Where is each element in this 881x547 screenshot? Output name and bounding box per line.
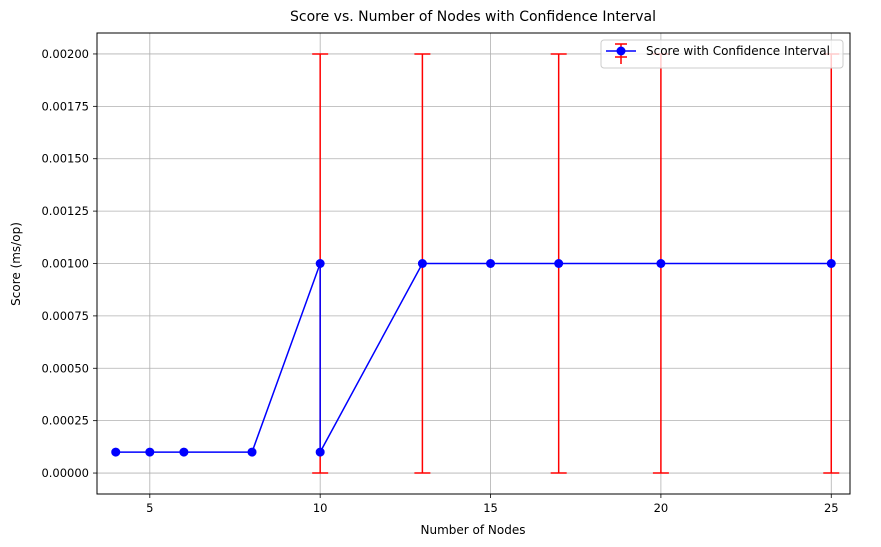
y-tick-label: 0.00025	[41, 414, 89, 428]
x-tick-label: 5	[146, 501, 153, 515]
data-point	[247, 447, 257, 457]
y-tick-label: 0.00150	[41, 152, 89, 166]
data-point	[417, 259, 427, 268]
data-point	[145, 447, 155, 457]
x-tick-label: 25	[824, 501, 839, 515]
x-tick-label: 20	[654, 501, 669, 515]
series-line-layer	[115, 262, 832, 453]
data-point	[179, 447, 189, 457]
y-tick-label: 0.00125	[41, 204, 89, 218]
y-tick-label: 0.00075	[41, 309, 89, 323]
data-point	[315, 447, 325, 457]
y-axis-label: Score (ms/op)	[9, 222, 23, 306]
data-point	[486, 259, 496, 268]
legend-label: Score with Confidence Interval	[646, 44, 830, 58]
series-line	[115, 262, 832, 453]
y-tick-label: 0.00200	[41, 47, 89, 61]
x-tick-label: 15	[483, 501, 498, 515]
data-point	[315, 259, 325, 268]
chart-title: Score vs. Number of Nodes with Confidenc…	[290, 9, 656, 25]
x-axis-ticks: 5 10 15 20 25	[146, 494, 839, 515]
y-tick-label: 0.00050	[41, 361, 89, 375]
y-axis-ticks: 0.00000 0.00025 0.00050 0.00075 0.00100 0.001…	[41, 47, 97, 480]
data-point	[554, 259, 564, 268]
data-point	[111, 447, 121, 457]
legend-box	[600, 39, 844, 69]
y-tick-label: 0.00175	[41, 99, 89, 113]
y-tick-label: 0.00100	[41, 257, 89, 271]
data-point	[656, 259, 666, 268]
legend-marker-swatch	[616, 46, 626, 56]
x-tick-label: 10	[313, 501, 328, 515]
data-point	[826, 259, 836, 268]
series-markers	[111, 259, 836, 457]
legend: Score with Confidence Interval	[600, 39, 844, 69]
y-tick-label: 0.00000	[41, 466, 89, 480]
x-axis-label: Number of Nodes	[421, 523, 526, 537]
